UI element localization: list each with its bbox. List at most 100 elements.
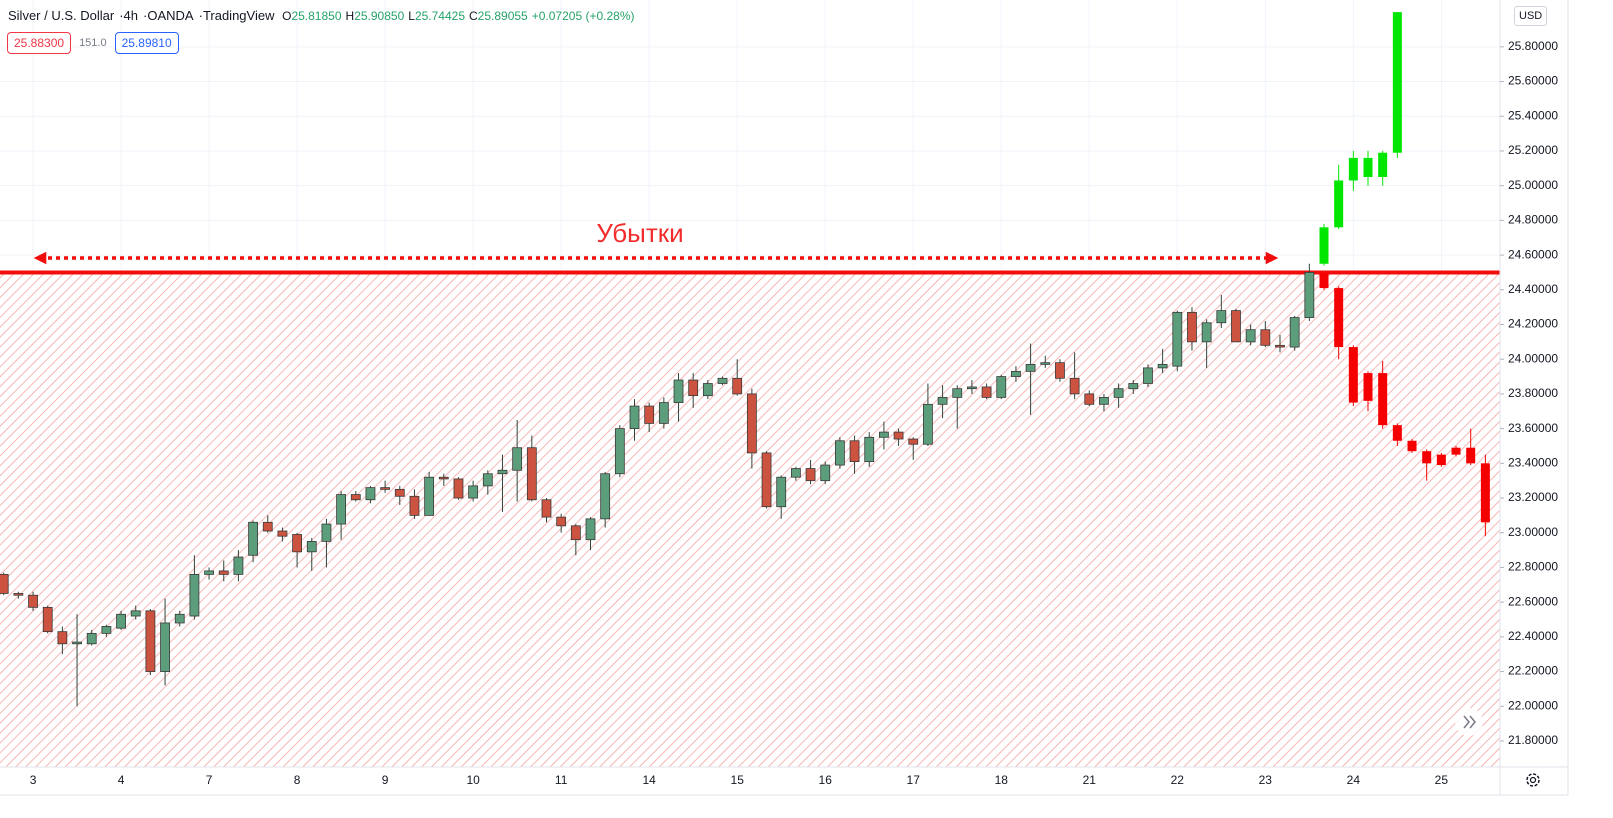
x-tick-label: 7 bbox=[206, 773, 213, 787]
candle-body bbox=[908, 438, 919, 445]
platform: TradingView bbox=[202, 8, 275, 23]
y-tick-label: 23.60000 bbox=[1508, 421, 1558, 435]
candle-body bbox=[1348, 347, 1358, 403]
x-tick-label: 21 bbox=[1083, 773, 1097, 787]
candle-body bbox=[952, 388, 963, 398]
currency-button[interactable]: USD bbox=[1514, 6, 1548, 26]
candle-body bbox=[13, 593, 24, 596]
ohlc-label: L bbox=[408, 9, 415, 23]
change: +0.07205 (+0.28%) bbox=[531, 9, 635, 23]
y-tick-label: 25.00000 bbox=[1508, 178, 1558, 192]
candle-body bbox=[321, 523, 332, 542]
y-tick-label: 22.80000 bbox=[1508, 560, 1558, 574]
candle-body bbox=[1378, 373, 1388, 426]
scroll-icon[interactable] bbox=[1463, 715, 1476, 729]
candle-body bbox=[673, 379, 684, 403]
x-tick-label: 22 bbox=[1171, 773, 1185, 787]
candle-body bbox=[614, 428, 625, 475]
y-tick-label: 21.80000 bbox=[1508, 733, 1558, 747]
y-tick-label: 24.20000 bbox=[1508, 317, 1558, 331]
candle-body bbox=[790, 468, 801, 478]
symbol: Silver / U.S. Dollar bbox=[8, 8, 115, 23]
candle-body bbox=[923, 403, 933, 445]
candle-body bbox=[42, 606, 53, 633]
candle-body bbox=[1099, 396, 1109, 405]
spread: 151.0 bbox=[79, 37, 107, 49]
candle-body bbox=[86, 632, 97, 645]
candle-body bbox=[233, 556, 244, 575]
candle-body bbox=[981, 386, 992, 398]
x-tick-label: 4 bbox=[118, 773, 125, 787]
candle-body bbox=[1260, 329, 1271, 346]
gear-icon[interactable] bbox=[1526, 773, 1540, 787]
x-tick-label: 9 bbox=[382, 773, 389, 787]
candle-body bbox=[424, 476, 435, 516]
legend-header: Silver / U.S. Dollar ·4h ·OANDA ·TradingVie… bbox=[8, 8, 634, 23]
exchange: OANDA bbox=[147, 8, 194, 23]
candle-body bbox=[0, 573, 9, 594]
sell-button[interactable]: 25.88300 bbox=[7, 32, 72, 54]
candle-body bbox=[130, 610, 141, 617]
candle-body bbox=[585, 518, 596, 541]
candle-body bbox=[1319, 272, 1329, 289]
candle-body bbox=[1157, 364, 1168, 369]
candle-body bbox=[1392, 425, 1402, 441]
ohlc-label: O bbox=[282, 9, 292, 23]
candle-body bbox=[512, 447, 523, 471]
candle-body bbox=[1304, 272, 1315, 318]
candle-body bbox=[1201, 322, 1212, 343]
candle-body bbox=[526, 447, 537, 501]
candle-body bbox=[1275, 344, 1285, 348]
candle-body bbox=[145, 610, 156, 672]
ohlc-value: 25.89055 bbox=[477, 9, 528, 23]
gear-center[interactable] bbox=[1529, 776, 1537, 784]
candles bbox=[0, 12, 1490, 707]
candle-body bbox=[1334, 288, 1344, 348]
candle-body bbox=[1128, 383, 1139, 390]
separator: · bbox=[198, 8, 203, 23]
ohlc-value: 25.74425 bbox=[414, 9, 465, 23]
candle-body bbox=[1363, 373, 1373, 401]
candle-body bbox=[365, 487, 376, 501]
y-tick-label: 25.60000 bbox=[1508, 74, 1558, 88]
y-tick-label: 25.40000 bbox=[1508, 108, 1558, 122]
candle-body bbox=[688, 379, 699, 397]
candle-body bbox=[336, 494, 347, 525]
y-tick-label: 24.40000 bbox=[1508, 282, 1558, 296]
candle-body bbox=[1392, 12, 1402, 153]
candle-body bbox=[497, 469, 508, 475]
x-tick-label: 16 bbox=[819, 773, 833, 787]
scroll-button[interactable] bbox=[1455, 708, 1483, 736]
y-tick-label: 25.20000 bbox=[1508, 143, 1558, 157]
candle-body bbox=[879, 431, 889, 438]
candle-body bbox=[1011, 370, 1021, 377]
candle-body bbox=[1334, 180, 1344, 228]
candle-body bbox=[629, 405, 640, 430]
candle-body bbox=[1172, 311, 1183, 367]
annotation-text: Убытки bbox=[596, 218, 683, 248]
x-tick-label: 24 bbox=[1347, 773, 1361, 787]
y-tick-label: 23.00000 bbox=[1508, 525, 1558, 539]
x-tick-label: 14 bbox=[643, 773, 657, 787]
buy-button[interactable]: 25.89810 bbox=[114, 32, 179, 54]
ohlc-label: C bbox=[469, 9, 478, 23]
candle-body bbox=[1025, 364, 1036, 372]
candle-body bbox=[72, 641, 82, 645]
candle-body bbox=[1216, 310, 1227, 324]
candle-body bbox=[1422, 451, 1432, 464]
candle-body bbox=[1040, 362, 1051, 365]
quote-panel: 25.88300 151.0 25.89810 bbox=[7, 32, 179, 54]
candle-body bbox=[204, 570, 214, 575]
candle-body bbox=[1378, 152, 1388, 177]
settings-button[interactable] bbox=[1526, 773, 1540, 787]
candle-body bbox=[556, 516, 567, 527]
candle-body bbox=[438, 476, 449, 480]
candle-body bbox=[160, 622, 170, 672]
separator: · bbox=[143, 8, 148, 23]
candle-body bbox=[1231, 310, 1241, 343]
ohlc-values: O25.81850 H25.90850 L25.74425 C25.89055 bbox=[278, 8, 528, 23]
candle-body bbox=[1113, 388, 1124, 398]
